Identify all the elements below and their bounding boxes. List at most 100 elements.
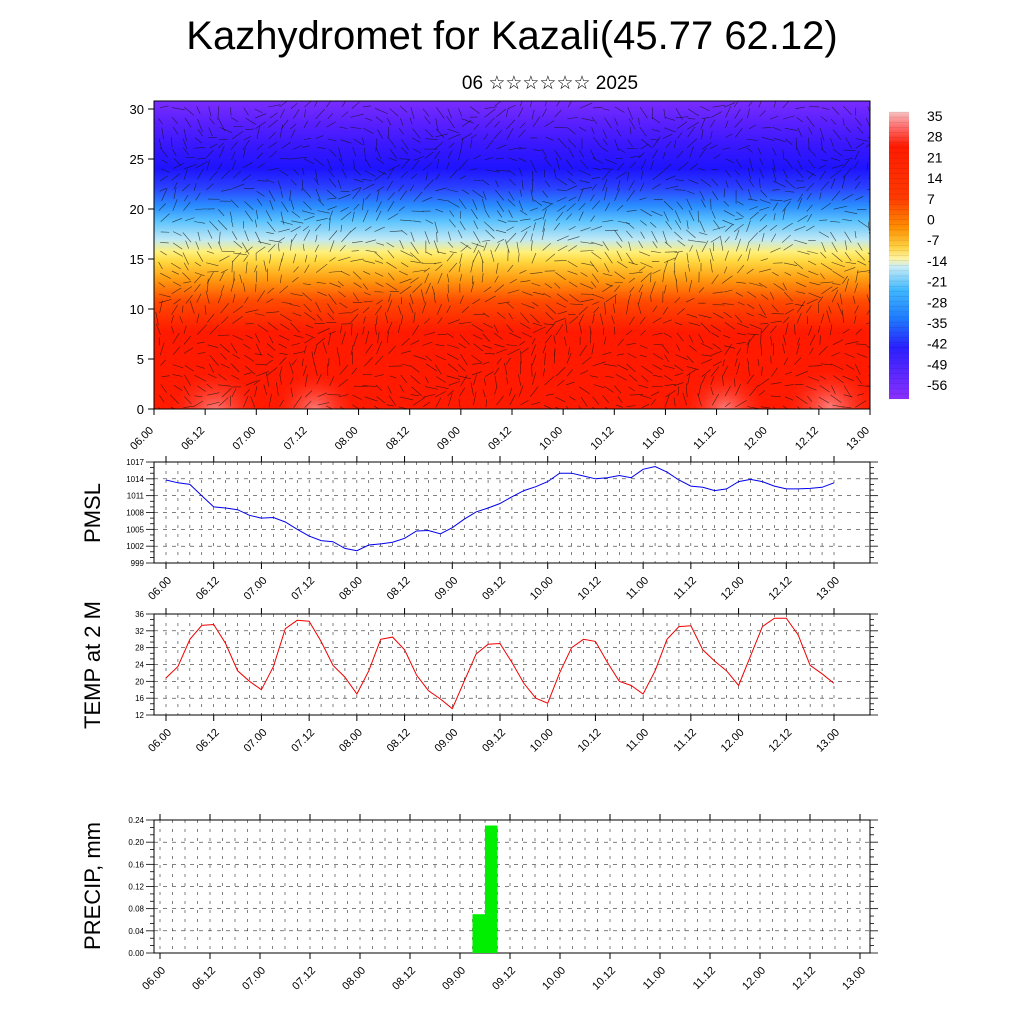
wind-vector [542,108,547,117]
wind-vector [674,189,686,191]
wind-vector [746,333,756,346]
wind-vector [431,285,435,295]
wind-vector [784,190,795,193]
wind-vector [266,311,280,314]
wind-vector [197,324,207,335]
wind-vector [448,319,460,325]
wind-vector [508,157,518,161]
wind-vector [461,306,470,313]
wind-vector [217,163,223,170]
wind-vector [519,322,531,329]
wind-vector [509,279,518,284]
wind-vector [207,229,213,239]
wind-vector [315,120,321,128]
wind-vector [857,260,867,266]
wind-vector [243,395,249,408]
wind-vector [722,147,730,150]
wind-vector [398,406,409,409]
wind-vector [820,181,830,191]
wind-vector [497,239,505,243]
wind-vector [832,283,841,285]
xsec-x-tick-label: 10.00 [537,425,565,453]
wind-vector [581,356,592,365]
wind-vector [232,334,244,341]
wind-vector [568,147,574,158]
wind-vector [557,245,568,252]
wind-vector [701,142,712,150]
colorbar-label: -21 [927,274,947,290]
colorbar-label: -14 [927,253,947,269]
wind-vector [397,323,401,334]
wind-vector [374,272,384,277]
wind-vector [256,371,269,377]
wind-vector [471,371,483,376]
wind-vector [664,384,676,386]
wind-vector [760,323,769,325]
wind-vector [844,231,852,243]
wind-vector [542,219,546,233]
wind-vector [677,308,685,316]
wind-vector [808,325,813,336]
wind-vector [700,322,711,333]
wind-vector [449,169,459,179]
wind-vector [760,330,762,344]
wind-vector [819,127,825,141]
wind-vector [724,402,731,408]
wind-vector [482,333,491,342]
wind-vector [207,392,220,396]
y-axis-label: PRECIP, mm [80,822,105,950]
wind-vector [375,384,383,391]
xsec-x-tick-label: 10.12 [588,425,616,453]
wind-vector [209,171,218,181]
wind-vector [458,108,463,117]
wind-vector [410,365,420,373]
xsec-y-tick-label: 5 [137,352,144,367]
wind-vector [338,256,351,261]
wind-vector [302,167,305,176]
wind-vector [843,385,852,398]
wind-vector [254,313,265,316]
wind-vector [580,272,588,277]
wind-vector [496,210,503,218]
wind-vector [676,332,684,342]
wind-vector [639,316,646,325]
wind-vector [471,363,482,365]
wind-vector [173,298,181,305]
wind-vector [713,154,721,159]
wind-vector [796,272,809,278]
wind-vector [265,210,273,222]
wind-vector [459,274,463,282]
wind-vector [317,210,330,214]
wind-vector [340,271,350,276]
wind-vector [641,365,653,374]
wind-vector [217,373,227,381]
wind-vector [231,151,236,160]
wind-vector [770,291,775,300]
wind-vector [554,317,566,323]
wind-vector [490,249,495,262]
wind-vector [748,232,759,243]
wind-vector [194,395,203,398]
wind-vector [700,374,707,387]
colorbar-bands [889,111,909,400]
wind-vector [604,187,608,201]
wind-vector [794,225,806,231]
wind-vector [698,314,712,319]
wind-vector [232,354,241,359]
wind-vector [459,295,464,304]
colorbar-fill [889,112,909,399]
wind-vector [160,213,170,222]
wind-vector [507,264,514,273]
wind-vector [759,206,770,211]
wind-vector [302,283,311,286]
wind-vector [701,354,712,357]
wind-vector [281,141,292,149]
wind-vector [820,137,823,150]
wind-vector [580,186,593,190]
wind-vector [506,127,514,140]
wind-vector [688,179,699,184]
wind-vector [232,252,242,263]
wind-vector [263,260,267,272]
wind-vector [579,345,587,357]
wind-vector [713,220,720,229]
